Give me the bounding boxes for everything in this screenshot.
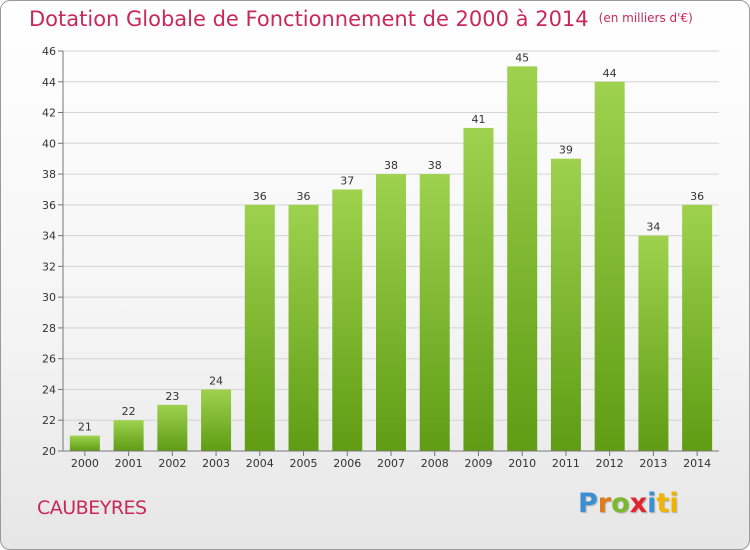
x-tick-label: 2000 bbox=[71, 457, 99, 470]
bar-value-label: 24 bbox=[209, 374, 223, 387]
x-tick-label: 2010 bbox=[508, 457, 536, 470]
bar-value-label: 34 bbox=[646, 221, 660, 234]
x-tick-label: 2003 bbox=[202, 457, 230, 470]
chart-title-text: Dotation Globale de Fonctionnement de 20… bbox=[29, 7, 589, 31]
x-tick-label: 2001 bbox=[115, 457, 143, 470]
logo-letter: ti bbox=[656, 488, 679, 519]
x-tick-label: 2004 bbox=[246, 457, 274, 470]
chart-unit: (en milliers d'€) bbox=[598, 11, 693, 25]
bar-value-label: 22 bbox=[122, 405, 136, 418]
y-tick-label: 46 bbox=[42, 45, 56, 58]
logo-letter: i bbox=[647, 488, 657, 519]
bar bbox=[550, 158, 581, 451]
y-tick-label: 22 bbox=[42, 414, 56, 427]
bar bbox=[69, 435, 100, 451]
bar bbox=[288, 204, 319, 451]
logo-letter: r bbox=[597, 488, 612, 519]
y-tick-label: 36 bbox=[42, 199, 56, 212]
y-tick-label: 24 bbox=[42, 383, 56, 396]
axes: 20 22 24 26 28 30 32 34 36 38 40 42 44 46 2000 2001 2002… bbox=[42, 45, 719, 470]
x-tick-label: 2013 bbox=[639, 457, 667, 470]
y-tick-label: 34 bbox=[42, 230, 56, 243]
bar bbox=[594, 81, 625, 452]
y-tick-label: 40 bbox=[42, 137, 56, 150]
bar bbox=[463, 127, 494, 451]
bar bbox=[376, 174, 406, 452]
y-tick-label: 26 bbox=[42, 353, 56, 366]
y-tick-label: 30 bbox=[42, 291, 56, 304]
logo-letter: o bbox=[611, 488, 630, 519]
bar bbox=[113, 420, 144, 451]
proxiti-logo[interactable]: Proxiti bbox=[578, 488, 679, 519]
bar bbox=[201, 389, 232, 451]
y-tick-label: 38 bbox=[42, 168, 56, 181]
bar bbox=[332, 189, 363, 451]
bar bbox=[507, 66, 538, 451]
bar-value-label: 38 bbox=[428, 159, 442, 172]
bar-value-label: 21 bbox=[78, 421, 92, 434]
x-tick-label: 2009 bbox=[464, 457, 492, 470]
y-tick-label: 28 bbox=[42, 322, 56, 335]
y-tick-label: 32 bbox=[42, 260, 56, 273]
bar-value-label: 45 bbox=[515, 51, 529, 64]
bar-value-label: 23 bbox=[165, 390, 179, 403]
bar-value-label: 38 bbox=[384, 159, 398, 172]
x-tick-label: 2005 bbox=[290, 457, 318, 470]
bar bbox=[419, 174, 450, 452]
bar bbox=[157, 404, 188, 451]
bar bbox=[244, 204, 275, 451]
bar bbox=[638, 235, 669, 451]
x-tick-label: 2002 bbox=[158, 457, 186, 470]
logo-letter: x bbox=[629, 488, 648, 519]
logo-letter: P bbox=[578, 488, 598, 519]
y-tick-label: 44 bbox=[42, 76, 56, 89]
x-tick-label: 2007 bbox=[377, 457, 405, 470]
commune-name: CAUBEYRES bbox=[37, 497, 147, 519]
bar-value-label: 36 bbox=[297, 190, 311, 203]
bar-value-label: 37 bbox=[340, 174, 354, 187]
bar-value-label: 36 bbox=[690, 190, 704, 203]
x-tick-label: 2014 bbox=[683, 457, 711, 470]
bar-value-label: 41 bbox=[471, 113, 485, 126]
bar-value-label: 36 bbox=[253, 190, 267, 203]
x-tick-label: 2008 bbox=[421, 457, 449, 470]
bar-value-label: 39 bbox=[559, 144, 573, 157]
x-tick-label: 2006 bbox=[333, 457, 361, 470]
bar-value-label: 44 bbox=[603, 67, 617, 80]
bars: 21 22 23 24 36 36 37 38 38 41 45 39 44 34 36 bbox=[69, 51, 713, 452]
chart-title: Dotation Globale de Fonctionnement de 20… bbox=[29, 7, 693, 31]
y-tick-label: 20 bbox=[42, 445, 56, 458]
x-tick-label: 2012 bbox=[596, 457, 624, 470]
y-tick-label: 42 bbox=[42, 107, 56, 120]
bar bbox=[682, 204, 713, 451]
x-tick-label: 2011 bbox=[552, 457, 580, 470]
